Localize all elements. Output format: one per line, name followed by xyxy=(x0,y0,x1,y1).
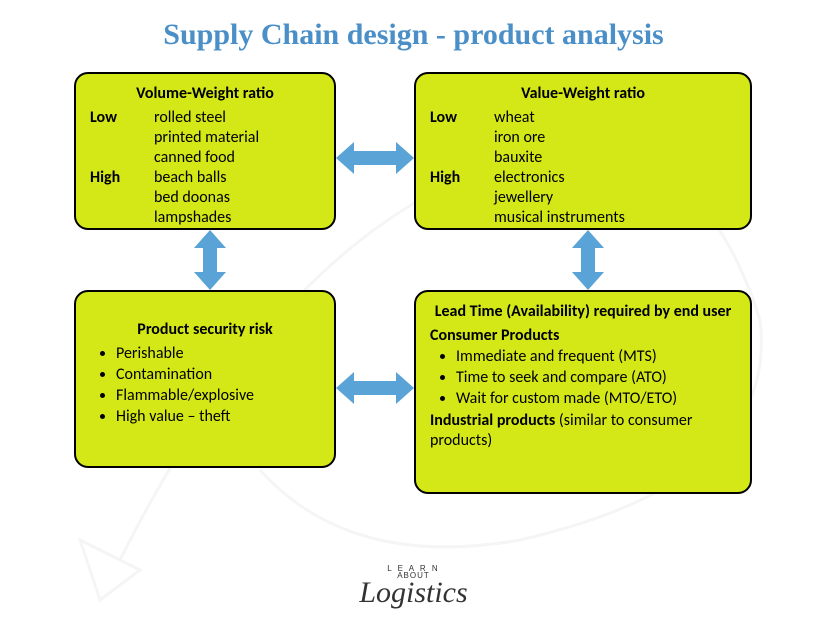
list-item: Wait for custom made (MTO/ETO) xyxy=(456,389,736,409)
page-title: Supply Chain design - product analysis xyxy=(0,0,827,52)
risk-bullets: PerishableContaminationFlammable/explosi… xyxy=(90,344,320,427)
list-item: High value – theft xyxy=(116,407,320,427)
arrow-top xyxy=(336,142,414,174)
footer-logo: L E A R N ABOUT Logistics xyxy=(359,565,467,606)
low-items: wheatiron orebauxite xyxy=(494,108,736,168)
low-label: Low xyxy=(430,108,494,168)
box-value-weight: Value-Weight ratio Low wheatiron orebaux… xyxy=(414,72,752,230)
industrial-line: Industrial products (similar to consumer… xyxy=(430,411,736,451)
arrow-right xyxy=(572,230,604,290)
list-item: bauxite xyxy=(494,148,736,168)
list-item: iron ore xyxy=(494,128,736,148)
list-item: Flammable/explosive xyxy=(116,386,320,406)
list-item: rolled steel xyxy=(154,108,320,128)
diagram-area: Volume-Weight ratio Low rolled steelprin… xyxy=(0,52,827,572)
box-title: Value-Weight ratio xyxy=(430,84,736,104)
low-label: Low xyxy=(90,108,154,168)
list-item: beach balls xyxy=(154,168,320,188)
list-item: electronics xyxy=(494,168,736,188)
list-item: Perishable xyxy=(116,344,320,364)
industrial-label: Industrial products xyxy=(430,411,555,430)
logo-line3: Logistics xyxy=(359,576,467,609)
high-label: High xyxy=(430,168,494,228)
consumer-heading: Consumer Products xyxy=(430,326,736,346)
box-lead-time: Lead Time (Availability) required by end… xyxy=(414,290,752,494)
box-title: Volume-Weight ratio xyxy=(90,84,320,104)
list-item: lampshades xyxy=(154,208,320,228)
list-item: Time to seek and compare (ATO) xyxy=(456,368,736,388)
high-label: High xyxy=(90,168,154,228)
list-item: jewellery xyxy=(494,188,736,208)
list-item: Contamination xyxy=(116,365,320,385)
list-item: bed doonas xyxy=(154,188,320,208)
consumer-bullets: Immediate and frequent (MTS)Time to seek… xyxy=(430,347,736,409)
box-security-risk: Product security risk PerishableContamin… xyxy=(74,290,336,468)
list-item: musical instruments xyxy=(494,208,736,228)
arrow-bottom xyxy=(336,372,414,404)
list-item: wheat xyxy=(494,108,736,128)
box-title: Product security risk xyxy=(90,320,320,340)
list-item: printed material xyxy=(154,128,320,148)
low-items: rolled steelprinted materialcanned food xyxy=(154,108,320,168)
arrow-left xyxy=(194,230,226,290)
list-item: Immediate and frequent (MTS) xyxy=(456,347,736,367)
high-items: beach ballsbed doonaslampshades xyxy=(154,168,320,228)
box-volume-weight: Volume-Weight ratio Low rolled steelprin… xyxy=(74,72,336,230)
list-item: canned food xyxy=(154,148,320,168)
high-items: electronicsjewellerymusical instruments xyxy=(494,168,736,228)
box-title: Lead Time (Availability) required by end… xyxy=(430,302,736,322)
